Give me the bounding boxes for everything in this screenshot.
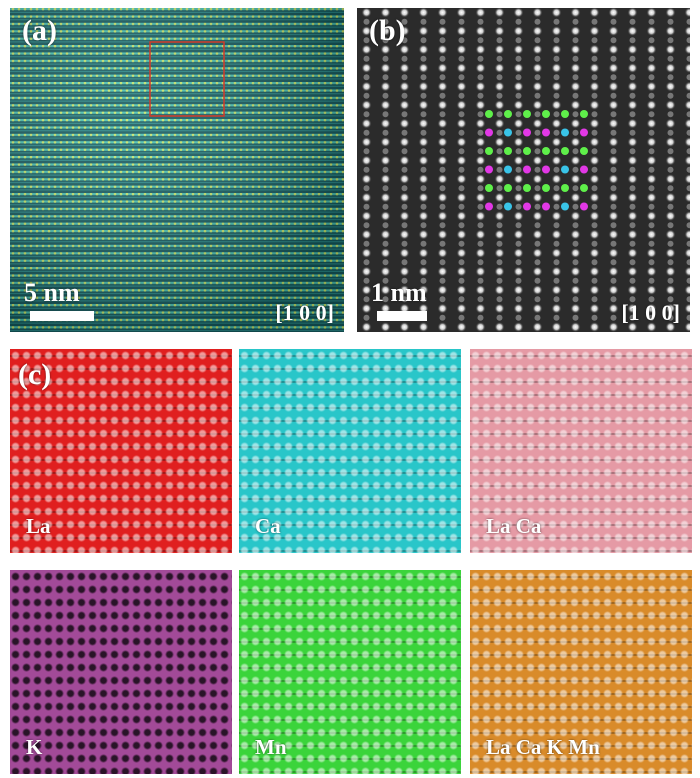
overlay-atom xyxy=(523,128,531,137)
overlay-atom xyxy=(504,128,512,137)
overlay-atom xyxy=(580,202,588,211)
overlay-atom xyxy=(542,202,550,211)
overlay-atom xyxy=(485,128,493,137)
panel-b-label: (b) xyxy=(369,14,406,47)
overlay-atom xyxy=(523,184,531,192)
overlay-atom xyxy=(504,147,512,155)
overlay-atom xyxy=(580,165,588,174)
overlay-atom xyxy=(561,165,569,174)
eds-map-label: La Ca xyxy=(486,514,542,538)
overlay-atom xyxy=(580,184,588,192)
overlay-atom xyxy=(504,202,512,211)
panel-b-haadf-image: (b) 1 nm [1 0 0] xyxy=(357,8,690,332)
panel-b-zone-axis: [1 0 0] xyxy=(621,300,680,325)
panel-a-zone-axis: [1 0 0] xyxy=(275,300,334,325)
eds-map-label: K xyxy=(26,735,43,759)
eds-map-k: K xyxy=(10,570,232,774)
panel-a-label: (a) xyxy=(22,14,57,47)
overlay-atom xyxy=(523,110,531,118)
eds-map-label: Ca xyxy=(255,514,281,538)
eds-map-la-ca: La Ca xyxy=(470,349,692,553)
overlay-atom xyxy=(580,110,588,118)
panel-b-scale-label: 1 nm xyxy=(371,278,427,307)
overlay-atom xyxy=(485,202,493,211)
atom-overlay-model xyxy=(485,110,588,211)
overlay-atom xyxy=(561,202,569,211)
panel-b-scale-bar xyxy=(377,311,427,321)
overlay-atom xyxy=(485,184,493,192)
overlay-atom xyxy=(504,184,512,192)
panel-a-scale-bar xyxy=(30,311,94,321)
overlay-atom xyxy=(523,147,531,155)
panel-b-atom-image xyxy=(357,8,690,332)
overlay-atom xyxy=(542,184,550,192)
eds-map-ca: Ca xyxy=(239,349,461,553)
overlay-atom xyxy=(561,184,569,192)
eds-map-label: La xyxy=(26,514,51,538)
overlay-atom xyxy=(485,110,493,118)
eds-map-label: La Ca K Mn xyxy=(486,735,600,759)
panel-a-scale-label: 5 nm xyxy=(24,278,80,307)
overlay-atom xyxy=(561,128,569,137)
region-of-interest-box xyxy=(149,41,225,117)
overlay-atom xyxy=(542,147,550,155)
overlay-atom xyxy=(561,110,569,118)
overlay-atom xyxy=(523,165,531,174)
overlay-atom xyxy=(542,128,550,137)
eds-map-mn: Mn xyxy=(239,570,461,774)
overlay-atom xyxy=(542,110,550,118)
overlay-atom xyxy=(580,128,588,137)
eds-map-label: Mn xyxy=(255,735,287,759)
overlay-atom xyxy=(504,165,512,174)
overlay-atom xyxy=(523,202,531,211)
eds-map-la-ca-k-mn: La Ca K Mn xyxy=(470,570,692,774)
panel-c-label: (c) xyxy=(18,358,52,391)
overlay-atom xyxy=(504,110,512,118)
overlay-atom xyxy=(485,165,493,174)
panel-a-lattice-image xyxy=(10,8,344,332)
eds-map-la: La xyxy=(10,349,232,553)
panel-a-stem-image: (a) 5 nm [1 0 0] xyxy=(10,8,344,332)
overlay-atom xyxy=(561,147,569,155)
overlay-atom xyxy=(542,165,550,174)
overlay-atom xyxy=(580,147,588,155)
overlay-atom xyxy=(485,147,493,155)
